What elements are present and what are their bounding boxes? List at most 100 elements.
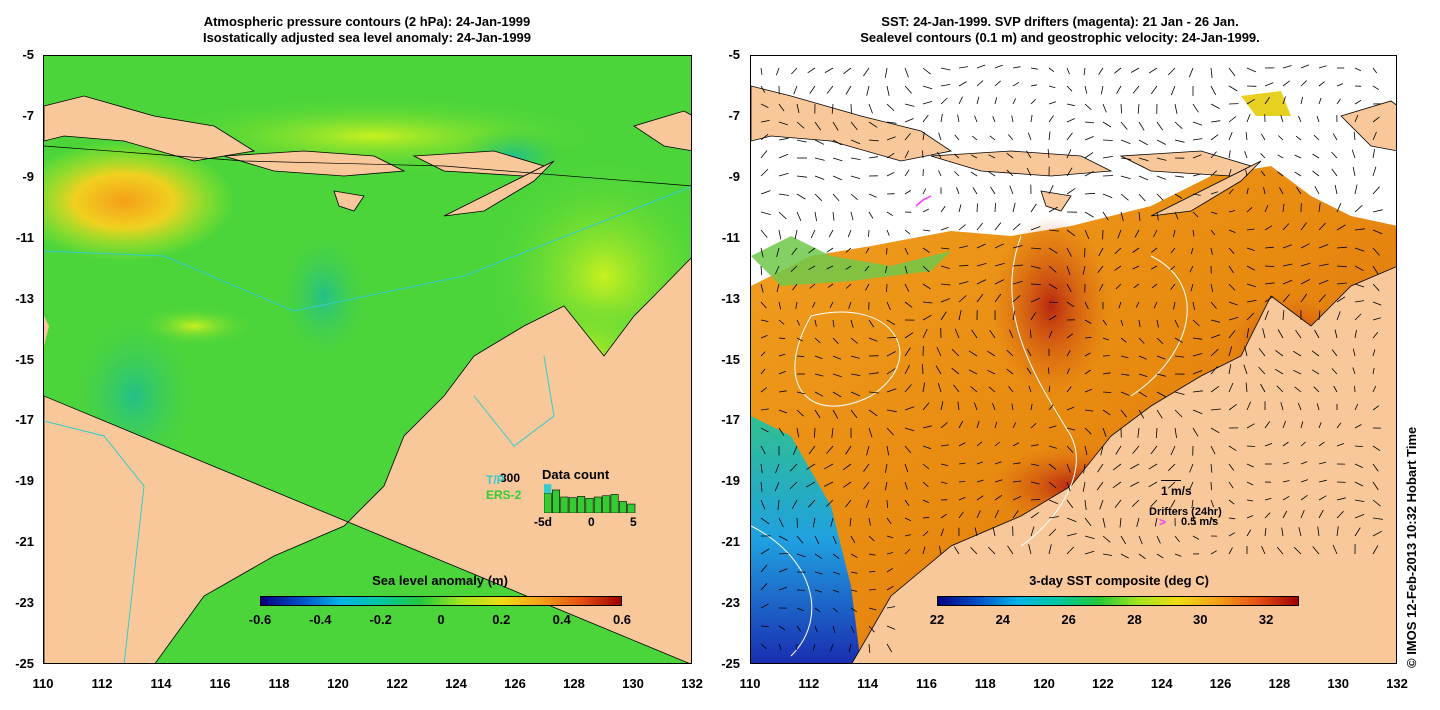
velocity-vector <box>1318 97 1322 105</box>
velocity-vector <box>1210 481 1212 491</box>
velocity-vector <box>1120 175 1131 180</box>
velocity-vector <box>868 103 873 114</box>
lat-tick: -9 <box>22 168 34 184</box>
velocity-vector <box>1048 229 1059 232</box>
velocity-vector <box>1102 517 1106 528</box>
velocity-vector <box>1084 136 1094 141</box>
velocity-vector <box>886 103 895 112</box>
velocity-vector <box>850 103 852 115</box>
velocity-vector <box>976 420 980 429</box>
velocity-vector <box>1192 390 1203 393</box>
velocity-vector <box>1354 499 1365 502</box>
velocity-vector <box>1084 445 1088 456</box>
velocity-vector <box>832 391 842 398</box>
velocity-vector <box>1351 149 1356 159</box>
velocity-vector <box>1120 553 1129 559</box>
velocity-vector <box>922 328 928 339</box>
lon-tick: 128 <box>1268 676 1291 691</box>
velocity-vector <box>1372 545 1379 555</box>
velocity-vector <box>904 384 912 393</box>
velocity-vector <box>1174 139 1185 143</box>
velocity-vector <box>1314 186 1320 195</box>
velocity-vector <box>976 263 987 267</box>
velocity-vector <box>791 67 798 75</box>
velocity-vector <box>760 548 770 555</box>
velocity-vector <box>807 67 816 74</box>
velocity-vector <box>994 97 998 105</box>
left-title: Atmospheric pressure contours (2 hPa): 2… <box>40 14 694 46</box>
velocity-vector <box>1372 229 1383 235</box>
velocity-vector <box>1192 409 1203 415</box>
velocity-vector <box>1300 293 1308 303</box>
velocity-vector <box>1192 229 1195 237</box>
velocity-vector <box>1210 247 1213 255</box>
velocity-vector <box>1354 313 1362 321</box>
velocity-vector <box>1030 423 1037 429</box>
velocity-vector <box>1114 265 1122 271</box>
velocity-vector <box>1011 403 1014 411</box>
data-count-histogram <box>543 481 636 514</box>
velocity-vector <box>1275 349 1284 357</box>
velocity-vector <box>1228 229 1236 233</box>
velocity-vector <box>808 265 816 271</box>
velocity-vector <box>1102 337 1110 341</box>
velocity-vector <box>1114 247 1122 255</box>
velocity-vector <box>1156 535 1161 544</box>
velocity-vector <box>1138 139 1148 146</box>
velocity-vector <box>1280 115 1284 123</box>
velocity-vector <box>1048 67 1055 73</box>
velocity-vector <box>1372 283 1380 292</box>
velocity-vector <box>832 409 839 419</box>
velocity-vector <box>1012 202 1016 213</box>
colorbar-tick-label: 22 <box>929 612 945 627</box>
velocity-vector <box>972 135 978 141</box>
velocity-vector <box>987 369 996 375</box>
velocity-vector <box>1006 368 1014 375</box>
velocity-vector <box>1318 479 1327 483</box>
velocity-vector <box>1066 368 1070 375</box>
velocity-vector <box>1012 462 1021 465</box>
velocity-vector <box>971 154 978 159</box>
velocity-vector <box>1120 391 1130 396</box>
velocity-vector <box>1372 463 1379 472</box>
velocity-vector <box>1210 283 1214 293</box>
velocity-vector <box>1372 209 1383 213</box>
velocity-vector <box>1047 148 1050 159</box>
histogram-bar-ers2 <box>577 496 586 514</box>
velocity-vector <box>1066 386 1072 393</box>
velocity-vector <box>1228 364 1232 375</box>
velocity-vector <box>1148 481 1158 488</box>
velocity-vector <box>1210 103 1220 109</box>
velocity-vector <box>1246 247 1255 251</box>
velocity-vector <box>1282 203 1285 213</box>
velocity-vector <box>1260 170 1266 177</box>
velocity-vector <box>791 499 798 509</box>
lat-tick: -25 <box>15 656 34 671</box>
velocity-vector <box>832 175 842 181</box>
velocity-vector <box>940 481 948 484</box>
velocity-vector <box>849 517 852 527</box>
sst-map-svg <box>751 56 1396 663</box>
velocity-vector <box>796 535 804 544</box>
velocity-vector <box>1246 445 1256 447</box>
velocity-vector <box>1336 203 1342 213</box>
velocity-vector <box>1102 175 1114 177</box>
velocity-vector <box>1102 535 1111 543</box>
velocity-vector <box>1150 445 1158 455</box>
velocity-vector <box>886 535 894 539</box>
velocity-vector <box>1170 85 1176 96</box>
velocity-vector <box>1192 319 1200 327</box>
velocity-vector <box>904 150 910 159</box>
velocity-vector <box>1318 294 1326 303</box>
imos-credit: © IMOS 12-Feb-2013 10:32 Hobart Time <box>1404 426 1419 668</box>
velocity-vector <box>1228 517 1236 520</box>
velocity-vector <box>1372 247 1380 256</box>
velocity-vector <box>1354 514 1365 519</box>
velocity-vector <box>1210 550 1217 555</box>
velocity-vector <box>793 85 798 95</box>
velocity-vector <box>1192 138 1203 141</box>
velocity-vector <box>1318 263 1329 267</box>
velocity-vector <box>953 384 960 393</box>
velocity-vector <box>1192 211 1199 218</box>
velocity-vector <box>958 295 967 303</box>
